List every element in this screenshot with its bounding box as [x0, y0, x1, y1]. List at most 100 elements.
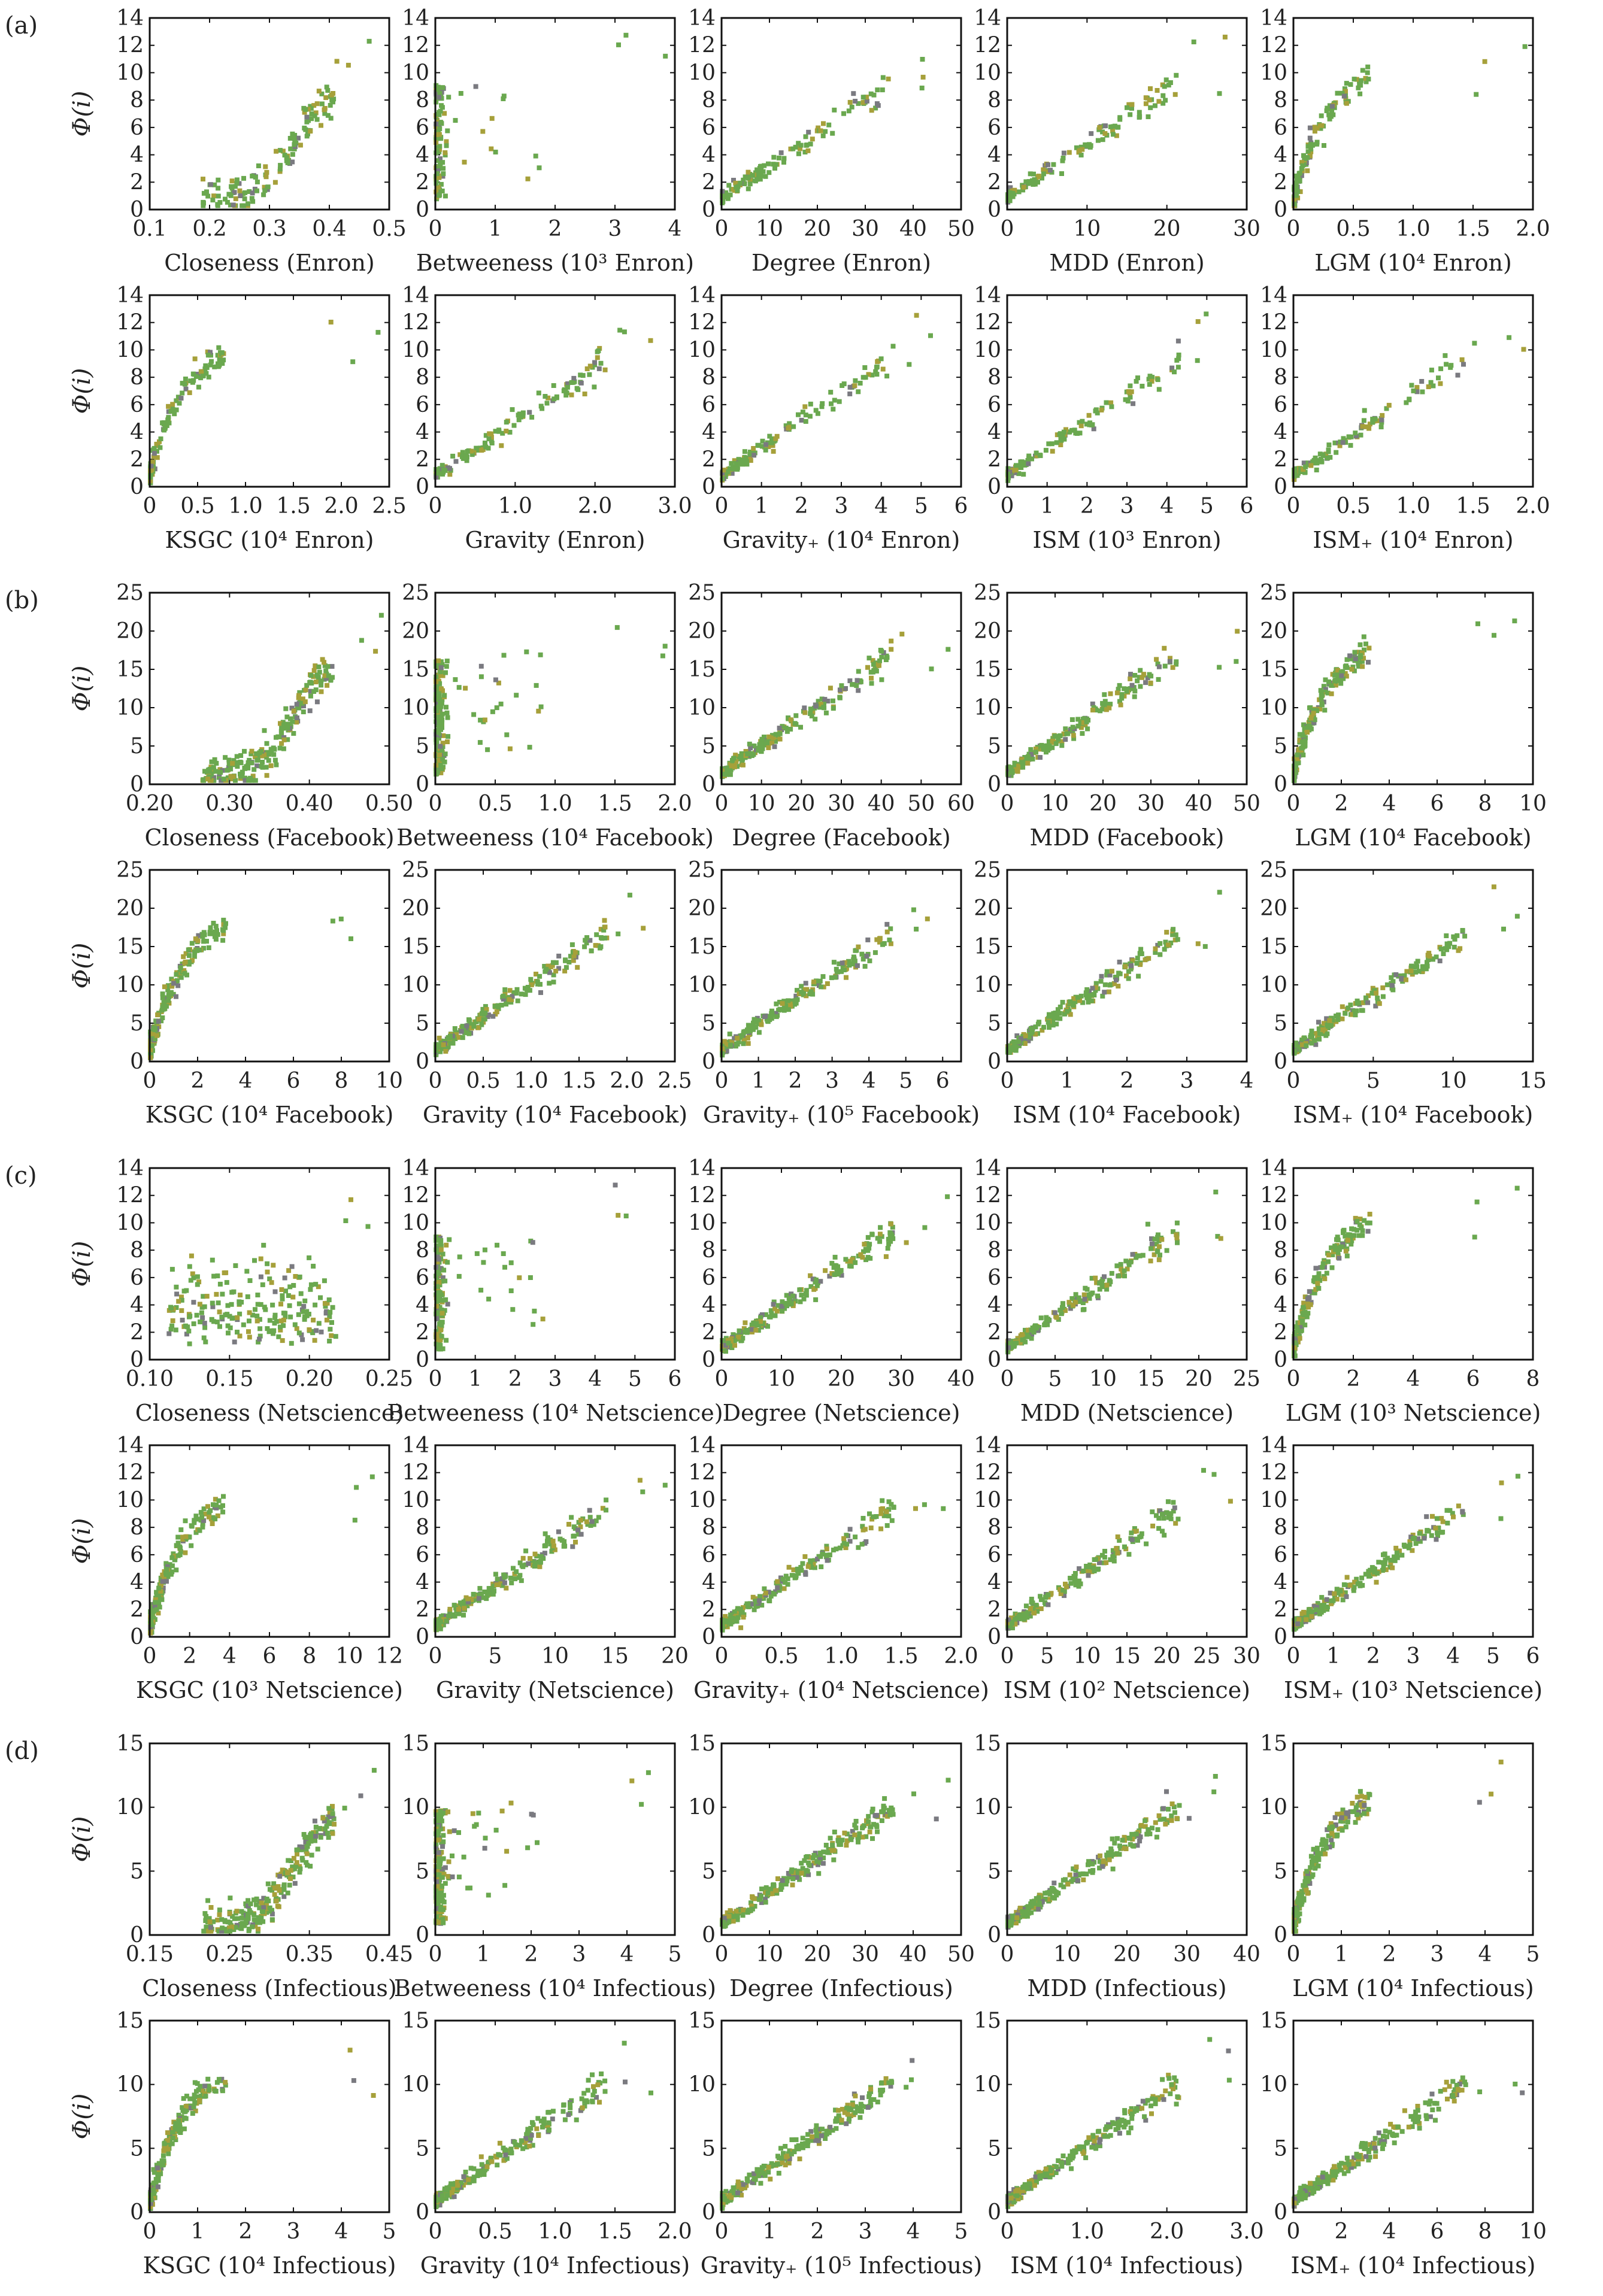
- data-point: [228, 1325, 233, 1330]
- x-tick-label: 0.5: [372, 217, 406, 241]
- data-point: [508, 999, 514, 1005]
- data-point: [190, 1271, 195, 1276]
- data-point: [1314, 126, 1320, 131]
- data-point: [177, 401, 182, 406]
- data-point: [1384, 982, 1390, 987]
- data-point: [258, 1302, 263, 1307]
- data-point: [602, 918, 607, 923]
- data-point: [1119, 692, 1125, 697]
- data-point: [262, 184, 267, 190]
- y-tick-label: 14: [688, 6, 716, 31]
- data-point: [193, 374, 199, 379]
- data-point: [1354, 77, 1359, 82]
- data-point: [480, 1006, 486, 1012]
- data-point: [862, 365, 868, 370]
- data-point: [887, 938, 892, 942]
- y-tick-label: 4: [1274, 143, 1287, 168]
- data-point: [798, 142, 804, 148]
- data-point: [346, 62, 351, 68]
- y-tick-label: 10: [402, 1211, 429, 1235]
- data-point: [561, 388, 566, 393]
- data-point: [1375, 418, 1381, 423]
- data-point: [1146, 956, 1152, 961]
- data-point: [1008, 185, 1013, 190]
- data-point: [1162, 663, 1168, 669]
- data-point: [290, 151, 295, 157]
- data-point: [192, 950, 197, 955]
- data-point: [1301, 153, 1306, 158]
- data-point: [766, 161, 771, 166]
- data-point: [872, 950, 878, 956]
- data-point: [1357, 91, 1363, 96]
- data-point: [435, 769, 440, 775]
- data-point: [302, 110, 307, 115]
- data-point: [1363, 75, 1368, 81]
- x-tick-label: 1.0: [1396, 494, 1430, 518]
- data-point: [1444, 933, 1449, 938]
- data-point: [205, 777, 210, 782]
- y-tick-label: 4: [702, 1293, 716, 1318]
- data-point: [453, 677, 458, 683]
- data-point: [1297, 738, 1302, 743]
- data-point: [837, 399, 842, 404]
- data-point: [1166, 83, 1171, 88]
- y-tick-label: 0: [130, 475, 144, 499]
- data-point: [1407, 396, 1412, 402]
- data-point: [247, 1318, 251, 1324]
- data-point: [434, 1316, 440, 1321]
- data-point: [274, 148, 279, 154]
- data-point: [765, 739, 770, 744]
- data-point: [1437, 959, 1443, 963]
- data-point: [1078, 720, 1083, 726]
- data-point: [281, 1323, 286, 1329]
- data-point: [230, 761, 235, 766]
- data-point: [272, 757, 278, 763]
- data-point: [1308, 147, 1314, 151]
- x-tick-label: 0: [429, 494, 443, 518]
- y-tick-label: 2: [416, 447, 429, 472]
- data-point: [1312, 1038, 1317, 1043]
- data-point: [846, 959, 852, 964]
- data-point: [439, 96, 444, 101]
- data-point: [232, 190, 237, 195]
- data-point: [793, 1299, 798, 1304]
- data-point: [256, 1339, 261, 1345]
- data-point: [1108, 400, 1114, 405]
- data-point: [460, 454, 465, 459]
- y-tick-label: 14: [974, 6, 1001, 31]
- data-point: [263, 164, 268, 169]
- data-point: [1167, 659, 1172, 664]
- data-point: [1084, 719, 1089, 724]
- data-point: [1353, 1012, 1358, 1018]
- data-point: [550, 960, 556, 965]
- y-tick-label: 0: [1274, 475, 1287, 499]
- x-tick-label: 4: [862, 1069, 876, 1093]
- plot-frame: [1292, 869, 1534, 1063]
- data-point: [853, 99, 858, 104]
- data-point: [1438, 366, 1444, 371]
- data-point: [874, 372, 880, 377]
- y-tick-label: 8: [702, 1238, 716, 1263]
- data-point: [1172, 92, 1178, 97]
- data-point: [740, 762, 746, 768]
- data-point: [1052, 733, 1057, 739]
- y-tick-label: 14: [402, 1156, 429, 1181]
- data-point: [1452, 936, 1457, 942]
- data-point: [237, 188, 243, 193]
- data-point: [1358, 78, 1363, 83]
- data-point: [290, 159, 295, 165]
- data-point: [1475, 621, 1480, 626]
- data-point: [1135, 375, 1140, 381]
- data-point: [1053, 1010, 1058, 1015]
- data-point: [1040, 1027, 1045, 1033]
- data-point: [290, 1294, 296, 1300]
- data-point: [209, 1317, 214, 1322]
- data-point: [1010, 765, 1015, 770]
- data-point: [1293, 181, 1299, 186]
- data-point: [175, 978, 180, 983]
- data-point: [1492, 633, 1496, 638]
- data-point: [613, 1182, 618, 1188]
- data-point: [746, 1041, 751, 1046]
